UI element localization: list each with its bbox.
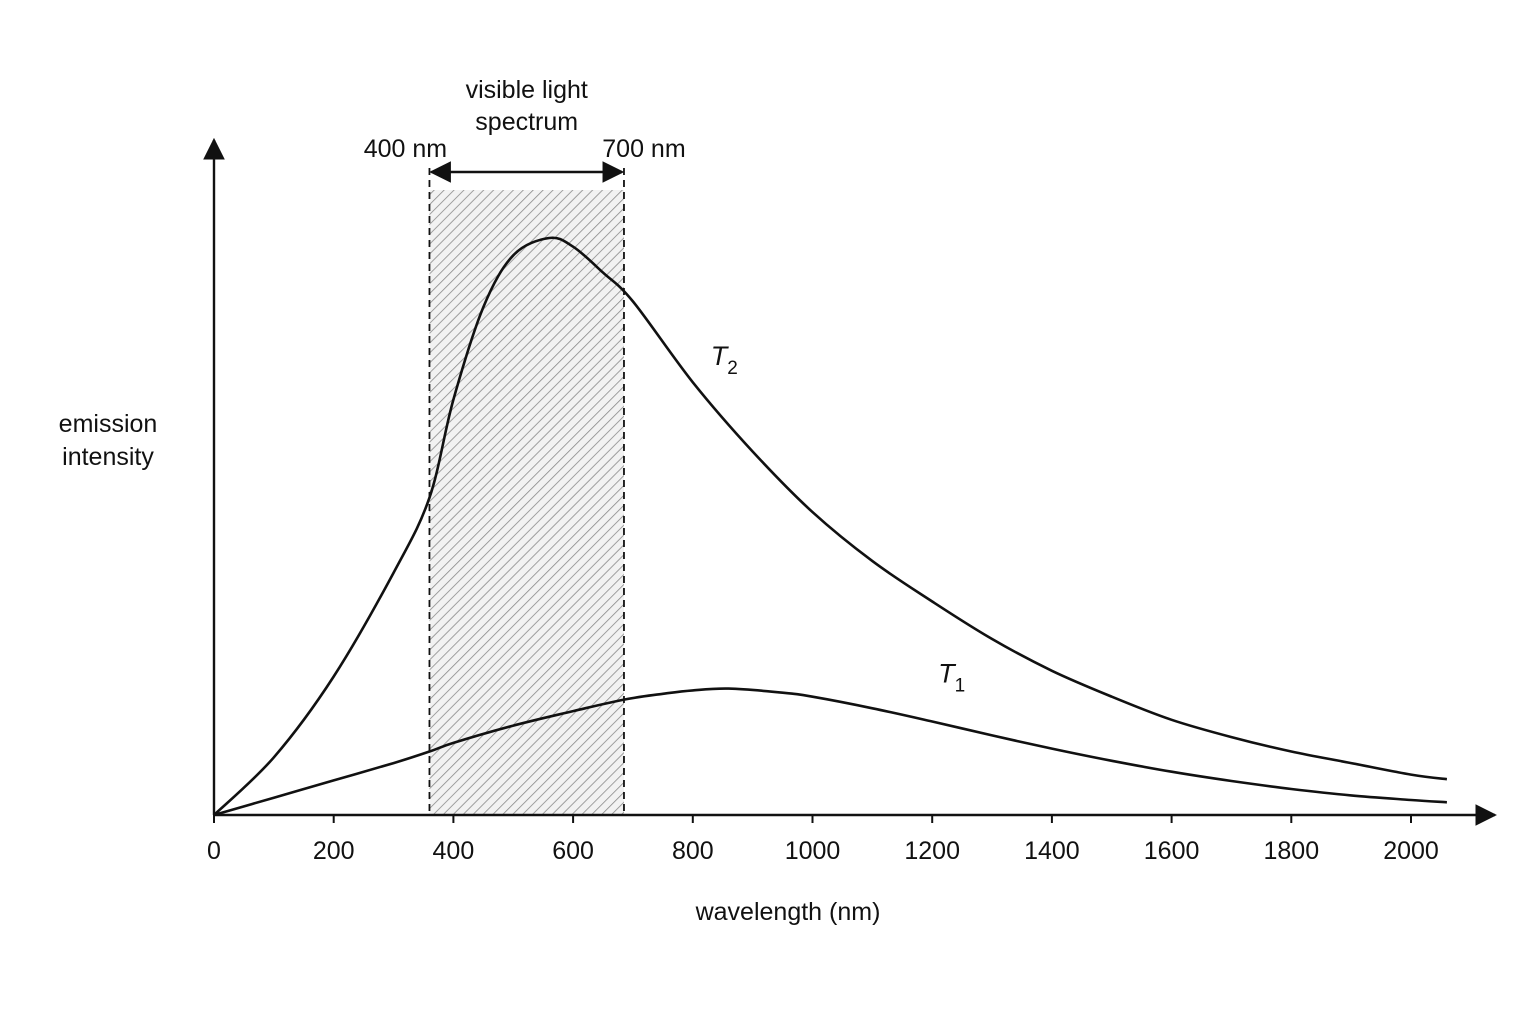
series-line-T2	[213, 236, 1448, 816]
x-tick-label: 800	[672, 837, 714, 865]
band-end-label: 700 nm	[602, 135, 685, 163]
x-tick-label: 600	[552, 837, 594, 865]
band-label-line-2: spectrum	[475, 108, 578, 136]
x-tick-label: 400	[433, 837, 475, 865]
x-tick-label: 2000	[1383, 837, 1439, 865]
x-tick-label: 1800	[1263, 837, 1319, 865]
x-tick-label: 1400	[1024, 837, 1080, 865]
x-tick-label: 0	[207, 837, 221, 865]
series-line-T1	[213, 687, 1447, 817]
band-label-line-1: visible light	[466, 76, 588, 104]
x-tick-label: 1200	[904, 837, 960, 865]
visible-band-region	[429, 190, 624, 815]
band-start-label: 400 nm	[364, 135, 447, 163]
x-tick-label: 200	[313, 837, 355, 865]
x-tick-group: 0 200 400 600 800 1000 1200 1400 1600 1800 2000	[207, 815, 1439, 865]
y-axis-label-line-1: emission	[59, 410, 158, 438]
y-axis-label-line-2: intensity	[62, 443, 154, 471]
series-label-T1: T1	[938, 658, 965, 696]
x-tick-label: 1600	[1144, 837, 1200, 865]
x-tick-label: 1000	[785, 837, 841, 865]
series-label-T2: T2	[711, 341, 738, 379]
x-axis-label: wavelength (nm)	[695, 898, 881, 926]
series-group: T2 T1	[213, 236, 1448, 817]
